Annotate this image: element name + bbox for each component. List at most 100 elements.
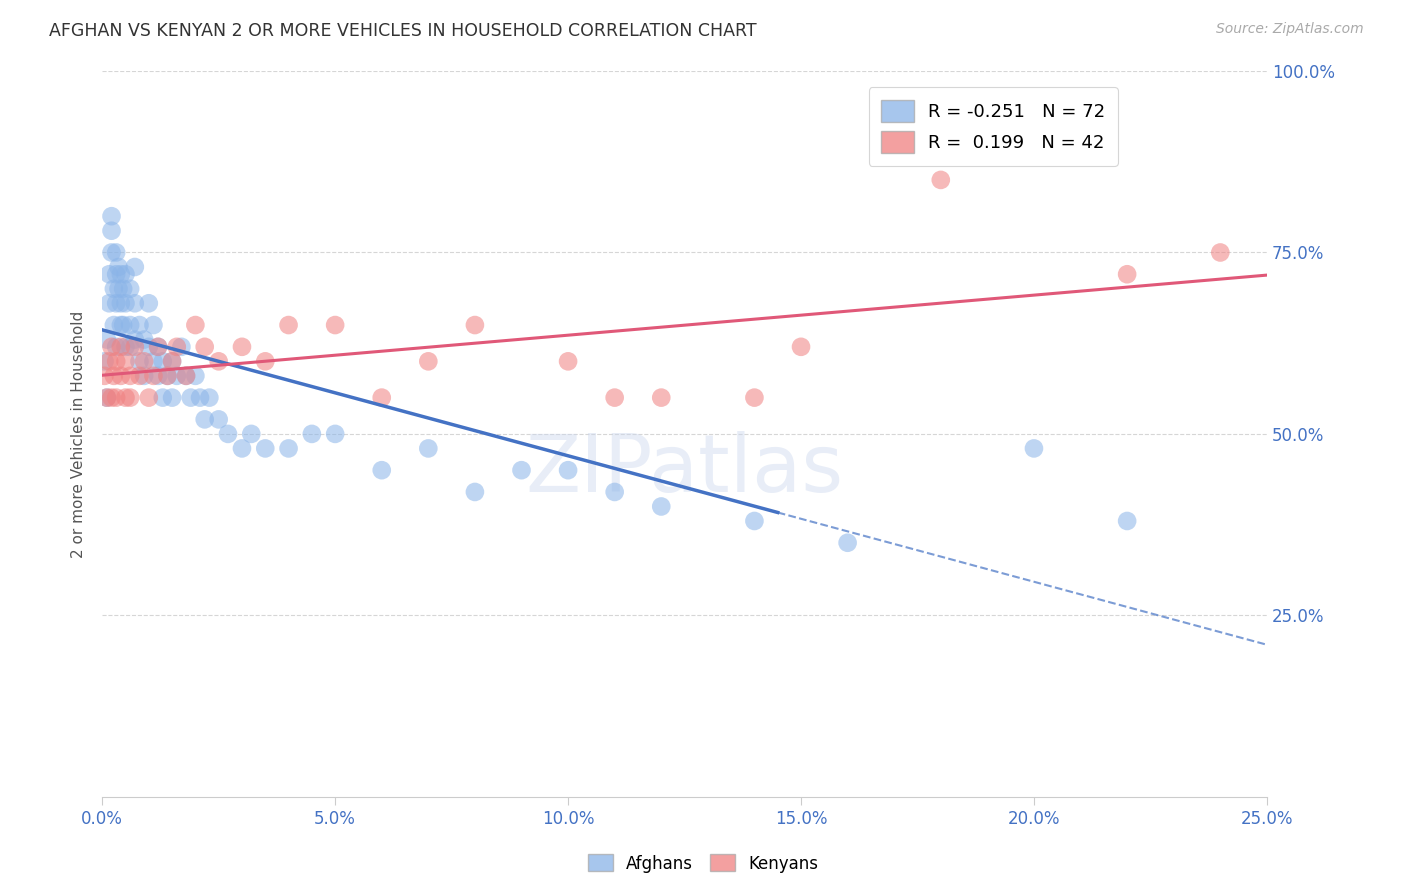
Point xyxy=(103,282,125,296)
Point xyxy=(156,368,179,383)
Point xyxy=(105,391,128,405)
Point xyxy=(160,354,183,368)
Point xyxy=(107,282,129,296)
Legend: Afghans, Kenyans: Afghans, Kenyans xyxy=(581,847,825,880)
Point xyxy=(1116,514,1139,528)
Point xyxy=(180,391,202,405)
Y-axis label: 2 or more Vehicles in Household: 2 or more Vehicles in Household xyxy=(72,310,86,558)
Point xyxy=(142,368,165,383)
Point xyxy=(100,340,122,354)
Point xyxy=(138,296,160,310)
Point xyxy=(464,485,486,500)
Point xyxy=(1209,245,1232,260)
Point xyxy=(170,340,193,354)
Point xyxy=(134,333,156,347)
Point xyxy=(98,267,121,281)
Point xyxy=(114,340,136,354)
Point xyxy=(790,340,813,354)
Point xyxy=(134,368,156,383)
Point xyxy=(1116,267,1139,281)
Point xyxy=(110,267,132,281)
Point xyxy=(124,333,146,347)
Point xyxy=(650,391,672,405)
Point xyxy=(240,426,263,441)
Point xyxy=(124,296,146,310)
Point xyxy=(96,333,118,347)
Point xyxy=(114,267,136,281)
Point xyxy=(100,224,122,238)
Point xyxy=(93,354,115,368)
Point xyxy=(301,426,323,441)
Point xyxy=(1022,442,1045,456)
Point xyxy=(93,368,115,383)
Point xyxy=(124,260,146,274)
Point xyxy=(837,535,859,549)
Point xyxy=(110,296,132,310)
Point xyxy=(146,368,169,383)
Point xyxy=(98,354,121,368)
Point xyxy=(231,442,253,456)
Text: AFGHAN VS KENYAN 2 OR MORE VEHICLES IN HOUSEHOLD CORRELATION CHART: AFGHAN VS KENYAN 2 OR MORE VEHICLES IN H… xyxy=(49,22,756,40)
Point xyxy=(277,318,299,332)
Point xyxy=(110,340,132,354)
Point xyxy=(142,318,165,332)
Point xyxy=(744,514,766,528)
Point xyxy=(120,368,142,383)
Point xyxy=(138,340,160,354)
Point xyxy=(96,391,118,405)
Point xyxy=(277,442,299,456)
Point xyxy=(107,260,129,274)
Point xyxy=(208,412,231,426)
Point xyxy=(110,368,132,383)
Point xyxy=(156,368,179,383)
Point xyxy=(464,318,486,332)
Point xyxy=(166,340,188,354)
Point xyxy=(371,391,394,405)
Point xyxy=(114,354,136,368)
Point xyxy=(323,426,346,441)
Point xyxy=(105,245,128,260)
Legend: R = -0.251   N = 72, R =  0.199   N = 42: R = -0.251 N = 72, R = 0.199 N = 42 xyxy=(869,87,1118,166)
Point xyxy=(146,340,169,354)
Point xyxy=(110,318,132,332)
Point xyxy=(198,391,221,405)
Point xyxy=(103,318,125,332)
Point xyxy=(105,340,128,354)
Point xyxy=(217,426,239,441)
Point xyxy=(418,354,440,368)
Point xyxy=(100,391,122,405)
Point xyxy=(208,354,231,368)
Point xyxy=(510,463,533,477)
Point xyxy=(603,391,626,405)
Point xyxy=(231,340,253,354)
Point xyxy=(929,173,952,187)
Point xyxy=(557,354,579,368)
Point xyxy=(96,391,118,405)
Point xyxy=(174,368,197,383)
Point xyxy=(120,318,142,332)
Point xyxy=(134,354,156,368)
Point xyxy=(152,391,174,405)
Point xyxy=(254,354,277,368)
Point xyxy=(105,354,128,368)
Point xyxy=(114,391,136,405)
Point xyxy=(124,340,146,354)
Point xyxy=(120,391,142,405)
Point xyxy=(112,282,135,296)
Point xyxy=(184,368,207,383)
Point xyxy=(120,340,142,354)
Point xyxy=(160,354,183,368)
Point xyxy=(166,368,188,383)
Point xyxy=(128,318,150,332)
Point xyxy=(323,318,346,332)
Point xyxy=(128,354,150,368)
Point xyxy=(128,368,150,383)
Point xyxy=(100,209,122,223)
Point xyxy=(98,296,121,310)
Point xyxy=(103,368,125,383)
Text: ZIPatlas: ZIPatlas xyxy=(526,431,844,509)
Point xyxy=(100,245,122,260)
Point xyxy=(650,500,672,514)
Point xyxy=(105,296,128,310)
Point xyxy=(160,391,183,405)
